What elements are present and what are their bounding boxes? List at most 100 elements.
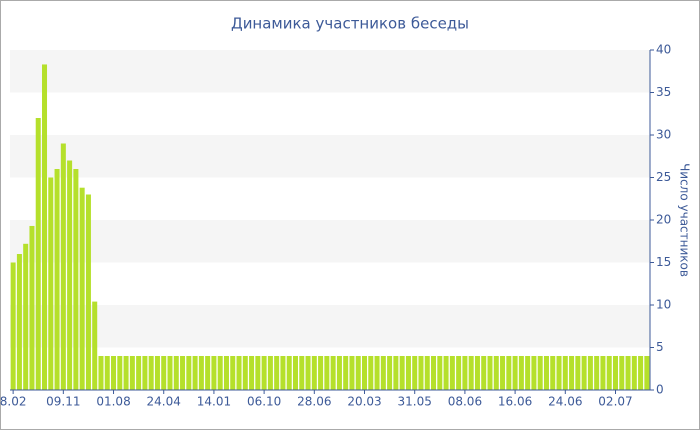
bar	[23, 243, 29, 390]
bar	[205, 356, 211, 390]
bar	[387, 356, 393, 390]
bar	[518, 356, 524, 390]
x-tick-label: 20.03	[347, 395, 381, 409]
bar	[136, 356, 142, 390]
bar	[299, 356, 305, 390]
bar	[412, 356, 418, 390]
y-tick-label: 40	[656, 43, 671, 57]
bar	[318, 356, 324, 390]
grid-band	[10, 220, 650, 263]
bar	[167, 356, 173, 390]
bar	[98, 356, 104, 390]
y-tick-label: 20	[656, 213, 671, 227]
x-tick-label: 14.01	[197, 395, 231, 409]
bar	[230, 356, 236, 390]
bar	[223, 356, 229, 390]
bar	[154, 356, 160, 390]
bar	[644, 356, 650, 390]
bar	[255, 356, 261, 390]
x-tick-label: 06.10	[247, 395, 281, 409]
bar	[192, 356, 198, 390]
x-tick-label: 24.04	[147, 395, 181, 409]
bar	[424, 356, 430, 390]
bar	[198, 356, 204, 390]
bar	[104, 356, 110, 390]
bar	[355, 356, 361, 390]
bar	[500, 356, 506, 390]
bar	[73, 169, 79, 390]
bar	[443, 356, 449, 390]
x-tick-label: 16.06	[498, 395, 532, 409]
bar	[468, 356, 474, 390]
bar	[531, 356, 537, 390]
x-tick-label: 28.06	[297, 395, 331, 409]
bar	[54, 169, 60, 390]
x-tick-label: 09.11	[46, 395, 80, 409]
bar	[286, 356, 292, 390]
bar	[587, 356, 593, 390]
bar	[543, 356, 549, 390]
bar	[606, 356, 612, 390]
bar	[575, 356, 581, 390]
y-tick-label: 30	[656, 128, 671, 142]
x-tick-label: 01.08	[96, 395, 130, 409]
bar	[161, 356, 167, 390]
bar	[180, 356, 186, 390]
bar	[493, 356, 499, 390]
bar	[42, 64, 48, 390]
bar	[29, 225, 35, 390]
bar	[173, 356, 179, 390]
x-tick-label: 08.06	[448, 395, 482, 409]
bar	[612, 356, 618, 390]
bar	[10, 262, 16, 390]
bar	[16, 254, 22, 390]
bar	[581, 356, 587, 390]
bar	[129, 356, 135, 390]
bar	[48, 177, 54, 390]
bar	[324, 356, 330, 390]
y-tick-label: 25	[656, 170, 671, 184]
bar	[550, 356, 556, 390]
grid-band	[10, 50, 650, 93]
bar	[311, 356, 317, 390]
bar	[79, 187, 85, 390]
bar	[280, 356, 286, 390]
bar	[305, 356, 311, 390]
bar	[525, 356, 531, 390]
bar	[487, 356, 493, 390]
bar	[148, 356, 154, 390]
x-tick-label: 24.06	[548, 395, 582, 409]
bar	[638, 356, 644, 390]
x-tick-label: 31.05	[398, 395, 432, 409]
bar	[449, 356, 455, 390]
bar	[481, 356, 487, 390]
bar	[217, 356, 223, 390]
bar	[512, 356, 518, 390]
y-axis-label: Число участников	[678, 163, 692, 277]
bar	[35, 118, 41, 390]
bar	[474, 356, 480, 390]
bar	[393, 356, 399, 390]
x-tick-label: 02.07	[598, 395, 632, 409]
bar	[399, 356, 405, 390]
bar	[267, 356, 273, 390]
bar	[249, 356, 255, 390]
bar	[117, 356, 123, 390]
bar	[418, 356, 424, 390]
bar	[374, 356, 380, 390]
bar	[330, 356, 336, 390]
bar	[123, 356, 129, 390]
y-tick-label: 5	[656, 340, 664, 354]
bar	[60, 143, 66, 390]
bar	[405, 356, 411, 390]
bar	[506, 356, 512, 390]
bar	[274, 356, 280, 390]
bar	[211, 356, 217, 390]
bar	[236, 356, 242, 390]
bar	[562, 356, 568, 390]
y-tick-label: 35	[656, 85, 671, 99]
bar	[67, 160, 73, 390]
y-tick-label: 10	[656, 298, 671, 312]
bar	[142, 356, 148, 390]
